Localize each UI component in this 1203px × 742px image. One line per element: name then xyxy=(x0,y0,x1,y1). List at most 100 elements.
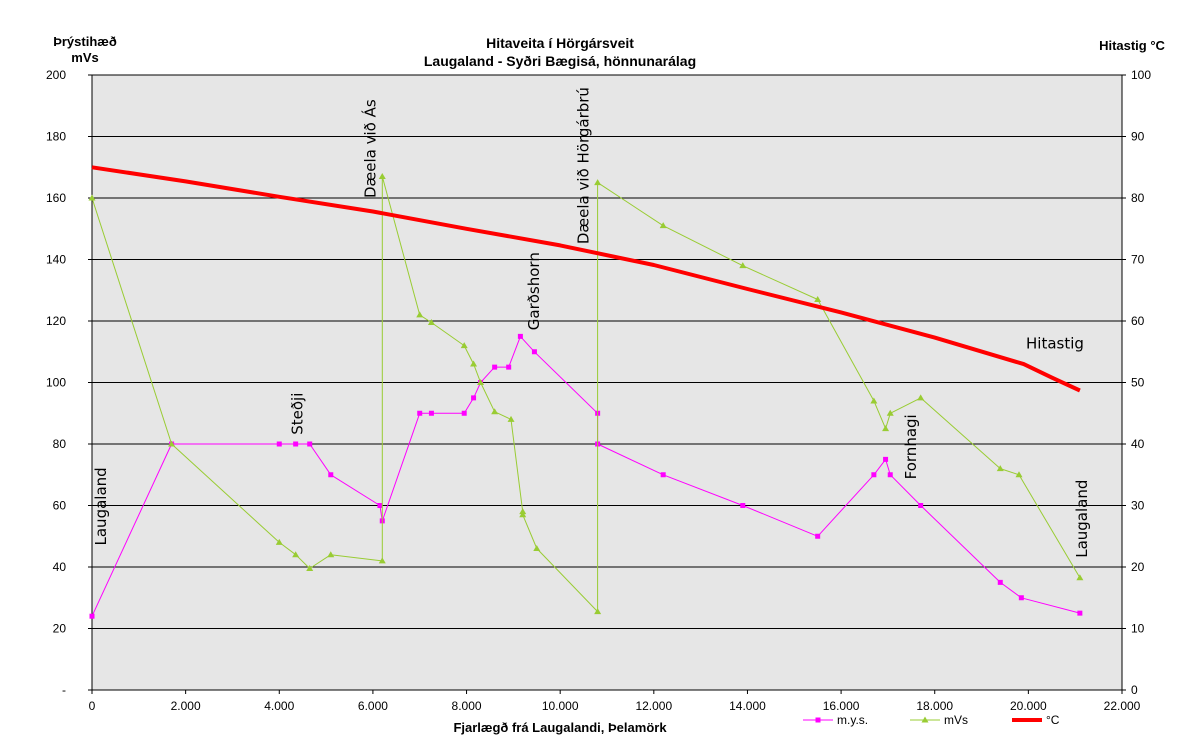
y-right-tick-label: 80 xyxy=(1131,191,1145,205)
y-right-tick-label: 100 xyxy=(1131,68,1151,82)
data-point-mvs xyxy=(870,397,878,404)
annotation-label: Garðshorn xyxy=(525,252,543,330)
y-left-label-line2: mVs xyxy=(71,50,98,65)
data-point-mvs xyxy=(168,440,176,447)
series-line-temp xyxy=(91,165,1081,393)
series-line-mvs xyxy=(91,176,1081,613)
annotations: Laugaland Steðji Dæela við Ás Garðshorn Dæel… xyxy=(92,87,1091,558)
y-left-tick-label: 200 xyxy=(46,68,66,82)
y-left-tick-label: 120 xyxy=(46,314,66,328)
x-tick-label: 2.000 xyxy=(171,699,201,713)
annotation-label: Dæela við Ás xyxy=(360,99,379,198)
data-point-mvs xyxy=(292,551,300,558)
y-left-tick-label: 60 xyxy=(53,499,67,513)
data-point-mys xyxy=(89,613,95,619)
data-point-mvs xyxy=(378,172,386,179)
annotation-label: Laugaland xyxy=(1073,480,1091,558)
data-point-mvs xyxy=(416,311,424,318)
y-right-tick-label: 0 xyxy=(1131,683,1138,697)
axes: - 20 40 60 80 100 120 140 160 180 200 0 10 20 30 40 50 60… xyxy=(46,68,1151,713)
y-right-tick-label: 50 xyxy=(1131,376,1145,390)
legend-label-mvs: mVs xyxy=(944,713,968,727)
data-point-mys xyxy=(471,395,477,401)
data-point-mvs xyxy=(917,394,925,401)
x-tick-label: 8.000 xyxy=(452,699,482,713)
x-tick-label: 14.000 xyxy=(729,699,766,713)
data-point-mys xyxy=(918,503,924,508)
chart-title: Hitaveita í Hörgársveit xyxy=(486,35,634,51)
series-lines xyxy=(88,165,1084,619)
x-tick-label: 0 xyxy=(89,699,96,713)
legend-marker-mys xyxy=(815,717,821,723)
data-point-mys xyxy=(307,441,313,447)
y-right-tick-label: 30 xyxy=(1131,499,1145,513)
data-point-mvs xyxy=(886,409,894,416)
y-left-tick-label: 160 xyxy=(46,191,66,205)
data-point-mvs xyxy=(306,565,314,572)
y-right-tick-label: 70 xyxy=(1131,253,1145,267)
data-point-mys xyxy=(740,503,746,508)
data-point-mvs xyxy=(507,415,515,422)
annotation-label: Hitastig xyxy=(1026,335,1084,353)
data-point-mvs xyxy=(1076,574,1084,581)
data-point-mvs xyxy=(470,360,478,367)
data-point-mvs xyxy=(460,342,468,349)
y-left-tick-label: 20 xyxy=(53,622,67,636)
y-right-tick-label: 40 xyxy=(1131,437,1145,451)
data-point-mvs xyxy=(275,538,283,545)
data-point-mys xyxy=(1077,610,1083,616)
data-point-mys xyxy=(377,503,383,508)
data-point-mys xyxy=(871,472,877,478)
data-point-mvs xyxy=(594,608,602,615)
x-tick-label: 16.000 xyxy=(823,699,860,713)
data-point-mys xyxy=(293,441,299,447)
data-point-mvs xyxy=(88,194,96,201)
legend-label-mys: m.y.s. xyxy=(837,713,868,727)
annotation-label: Dæela við Hörgárbrú xyxy=(574,87,592,244)
data-point-mvs xyxy=(1015,471,1023,478)
data-point-mvs xyxy=(327,551,335,558)
y-right-label: Hitastig °C xyxy=(1099,38,1165,53)
data-point-mys xyxy=(517,333,523,339)
x-tick-label: 6.000 xyxy=(358,699,388,713)
y-right-tick-label: 90 xyxy=(1131,130,1145,144)
data-point-mys xyxy=(492,364,498,370)
data-point-mvs xyxy=(378,557,386,564)
y-left-tick-label: 80 xyxy=(53,437,67,451)
legend: m.y.s. mVs °C xyxy=(803,713,1060,727)
annotation-label: Fornhagi xyxy=(902,414,920,479)
data-point-mys xyxy=(1018,595,1024,601)
y-left-tick-label: 140 xyxy=(46,253,66,267)
legend-marker-mvs xyxy=(921,716,929,723)
data-point-mvs xyxy=(477,379,485,385)
data-point-mvs xyxy=(427,319,435,326)
y-right-tick-label: 60 xyxy=(1131,314,1145,328)
y-left-label-line1: Þrýstihæð xyxy=(53,34,117,49)
annotation-label: Steðji xyxy=(289,393,307,435)
data-point-mys xyxy=(461,410,467,416)
data-point-mys xyxy=(815,533,821,539)
y-right-tick-label: 10 xyxy=(1131,622,1145,636)
annotation-label: Laugaland xyxy=(92,467,110,545)
data-point-mvs xyxy=(594,179,602,186)
data-point-mys xyxy=(276,441,282,447)
data-point-mys xyxy=(531,349,537,355)
data-point-mvs xyxy=(882,425,890,432)
data-point-mvs xyxy=(519,508,527,515)
data-point-mys xyxy=(506,364,512,370)
y-left-tick-label: - xyxy=(62,683,66,697)
chart-subtitle: Laugaland - Syðri Bægisá, hönnunarálag xyxy=(424,53,696,69)
y-right-tick-label: 20 xyxy=(1131,560,1145,574)
grid-lines xyxy=(92,74,1122,629)
x-tick-label: 10.000 xyxy=(542,699,579,713)
data-point-mys xyxy=(428,410,434,416)
x-axis-label: Fjarlægð frá Laugalandi, Þelamörk xyxy=(453,720,667,735)
y-left-tick-label: 100 xyxy=(46,376,66,390)
data-point-mvs xyxy=(491,408,499,415)
data-point-mys xyxy=(660,472,666,478)
x-tick-label: 20.000 xyxy=(1010,699,1047,713)
x-tick-label: 4.000 xyxy=(264,699,294,713)
data-point-mys xyxy=(887,472,893,478)
y-left-tick-label: 40 xyxy=(53,560,67,574)
